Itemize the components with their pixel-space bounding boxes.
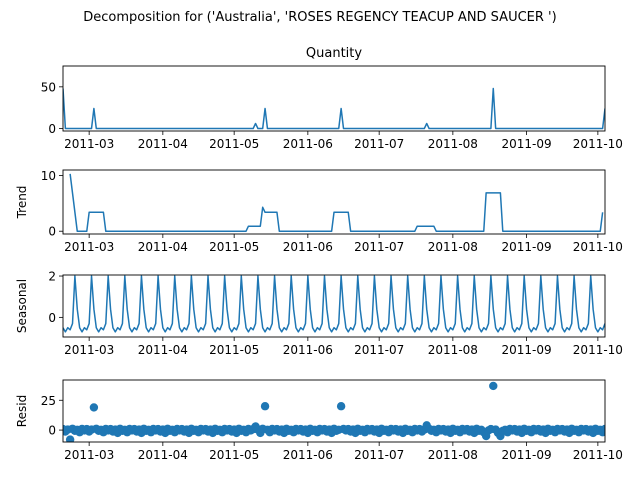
x-tick-label: 2011-03: [64, 137, 114, 151]
panel-title: Quantity: [306, 46, 362, 61]
x-tick-label: 2011-04: [138, 343, 188, 357]
panel-frame: [62, 379, 606, 443]
x-tick-label: 2011-03: [64, 343, 114, 357]
x-tick-label: 2011-07: [354, 240, 404, 254]
plot-area: [63, 381, 605, 442]
panel-4: 2011-03 2011-04 2011-05 2011-06 2011-07 2011-…: [15, 379, 623, 462]
x-tick-label: 2011-10: [573, 448, 623, 462]
x-tick-label: 2011-09: [501, 343, 551, 357]
panel-frame: [62, 169, 606, 235]
y-tick-label: 10: [41, 169, 56, 183]
y-axis-label: Seasonal: [15, 279, 29, 333]
x-tick-label: 2011-07: [354, 137, 404, 151]
y-tick-label: 0: [48, 424, 56, 438]
x-tick-label: 2011-03: [64, 448, 114, 462]
panel-1: 2011-03 2011-04 2011-05 2011-06 2011-07 2011-…: [41, 46, 623, 151]
resid-point: [65, 435, 75, 442]
x-tick-label: 2011-08: [428, 343, 478, 357]
y-tick-label: 25: [41, 394, 56, 408]
x-tick-label: 2011-06: [283, 137, 333, 151]
y-axis-label: Resid: [15, 395, 29, 427]
x-tick-label: 2011-08: [428, 448, 478, 462]
plot-area: [63, 275, 605, 333]
y-tick-label: 0: [48, 122, 56, 136]
panel-frame: [62, 65, 606, 132]
panel-3: 2011-03 2011-04 2011-05 2011-06 2011-07 2011-…: [15, 270, 623, 357]
x-tick-label: 2011-10: [573, 240, 623, 254]
resid-point: [89, 403, 99, 412]
figure-suptitle: Decomposition for ('Australia', 'ROSES R…: [83, 10, 556, 25]
x-tick-label: 2011-06: [283, 448, 333, 462]
plot-area: [69, 173, 604, 232]
x-tick-label: 2011-04: [138, 240, 188, 254]
x-tick-label: 2011-05: [209, 137, 259, 151]
y-tick-label: 0: [48, 311, 56, 325]
y-axis-label: Trend: [15, 186, 29, 220]
y-tick-label: 2: [48, 270, 56, 284]
x-tick-label: 2011-07: [354, 448, 404, 462]
x-tick-label: 2011-09: [501, 240, 551, 254]
x-tick-label: 2011-09: [501, 448, 551, 462]
series-line: [69, 173, 604, 232]
series-line: [63, 87, 605, 130]
series-line: [63, 275, 605, 333]
plot-area: [63, 87, 605, 130]
resid-point: [489, 381, 498, 391]
resid-point: [600, 424, 605, 434]
x-tick-label: 2011-09: [501, 137, 551, 151]
panel-2: 2011-03 2011-04 2011-05 2011-06 2011-07 2011-…: [15, 169, 623, 254]
x-tick-label: 2011-10: [573, 137, 623, 151]
resid-point: [260, 402, 270, 411]
x-tick-label: 2011-04: [138, 137, 188, 151]
x-tick-label: 2011-05: [209, 240, 259, 254]
panel-frame: [62, 274, 606, 338]
panels-group: 2011-03 2011-04 2011-05 2011-06 2011-07 2011-…: [15, 46, 623, 462]
x-tick-label: 2011-04: [138, 448, 188, 462]
x-tick-label: 2011-08: [428, 137, 478, 151]
x-tick-label: 2011-06: [283, 343, 333, 357]
resid-point: [336, 402, 346, 411]
x-tick-label: 2011-10: [573, 343, 623, 357]
y-tick-label: 0: [48, 225, 56, 239]
x-tick-label: 2011-05: [209, 343, 259, 357]
x-tick-label: 2011-03: [64, 240, 114, 254]
x-tick-label: 2011-07: [354, 343, 404, 357]
x-tick-label: 2011-05: [209, 448, 259, 462]
x-tick-label: 2011-08: [428, 240, 478, 254]
x-tick-label: 2011-06: [283, 240, 333, 254]
y-tick-label: 50: [41, 80, 56, 94]
